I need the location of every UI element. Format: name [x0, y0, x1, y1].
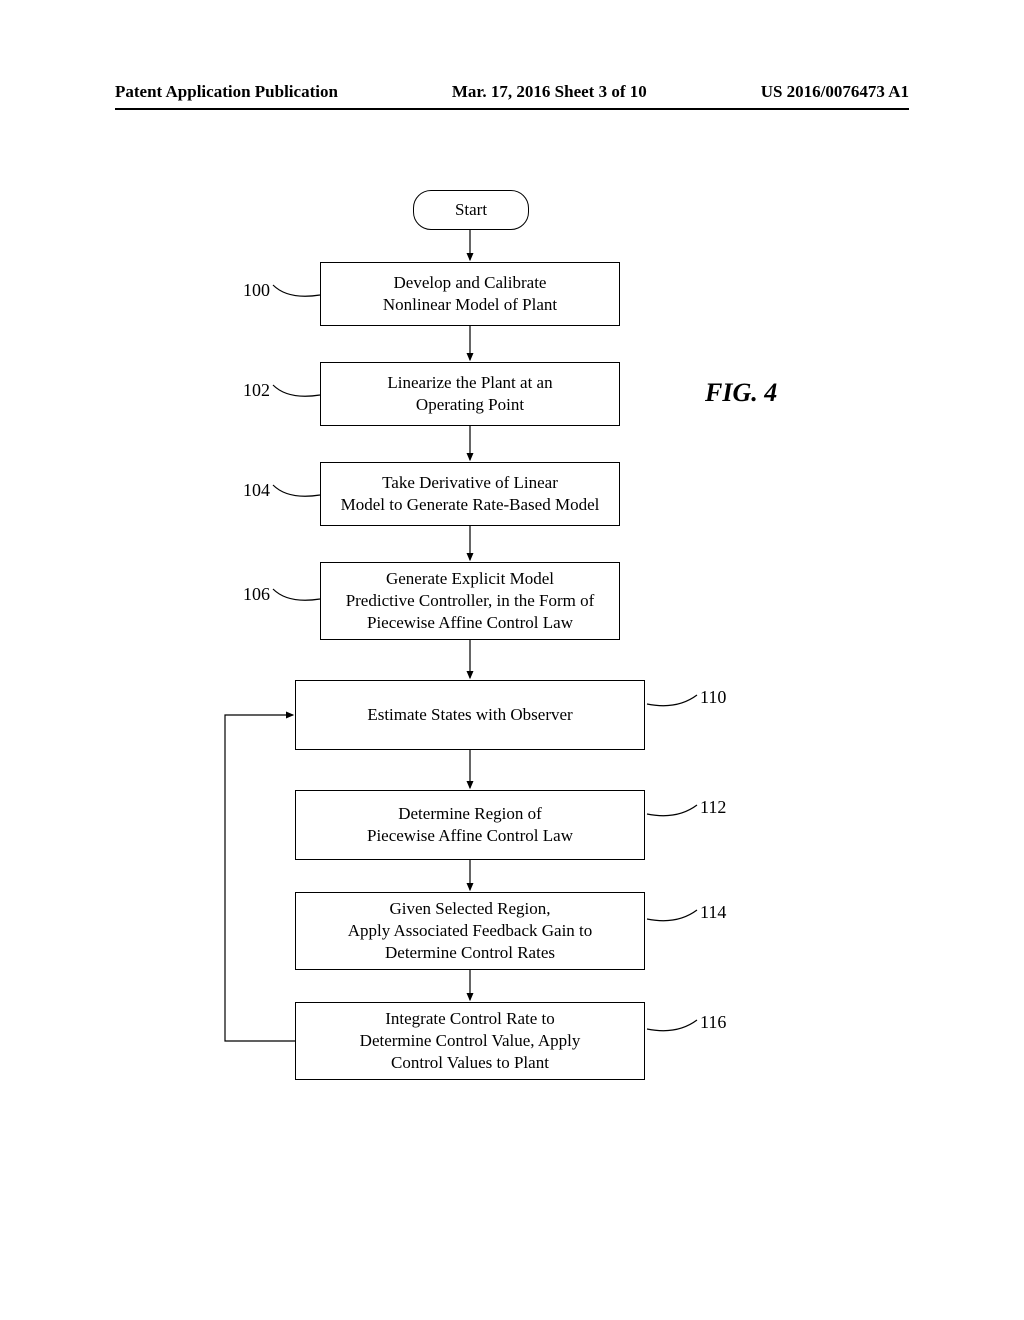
header-center: Mar. 17, 2016 Sheet 3 of 10 — [452, 82, 647, 102]
leader-106 — [270, 586, 325, 608]
ref-104: 104 — [243, 480, 270, 501]
leader-110 — [645, 692, 700, 714]
leader-102 — [270, 382, 325, 404]
figure-label: FIG. 4 — [705, 378, 777, 408]
flowchart-figure: FIG. 4 Start Develop and CalibrateNonlin… — [0, 190, 1024, 1190]
ref-102: 102 — [243, 380, 270, 401]
step-114: Given Selected Region,Apply Associated F… — [295, 892, 645, 970]
leader-104 — [270, 482, 325, 504]
step-110: Estimate States with Observer — [295, 680, 645, 750]
leader-100 — [270, 282, 325, 304]
step-112: Determine Region ofPiecewise Affine Cont… — [295, 790, 645, 860]
ref-100: 100 — [243, 280, 270, 301]
step-100: Develop and CalibrateNonlinear Model of … — [320, 262, 620, 326]
header-rule — [115, 108, 909, 110]
ref-114: 114 — [700, 902, 726, 923]
header-left: Patent Application Publication — [115, 82, 338, 102]
ref-116: 116 — [700, 1012, 726, 1033]
header-right: US 2016/0076473 A1 — [761, 82, 909, 102]
step-102: Linearize the Plant at anOperating Point — [320, 362, 620, 426]
step-116: Integrate Control Rate toDetermine Contr… — [295, 1002, 645, 1080]
leader-112 — [645, 802, 700, 824]
leader-114 — [645, 907, 700, 929]
step-104: Take Derivative of LinearModel to Genera… — [320, 462, 620, 526]
ref-112: 112 — [700, 797, 726, 818]
ref-110: 110 — [700, 687, 726, 708]
leader-116 — [645, 1017, 700, 1039]
step-106: Generate Explicit ModelPredictive Contro… — [320, 562, 620, 640]
ref-106: 106 — [243, 584, 270, 605]
start-node: Start — [413, 190, 529, 230]
page-header: Patent Application Publication Mar. 17, … — [115, 82, 909, 102]
